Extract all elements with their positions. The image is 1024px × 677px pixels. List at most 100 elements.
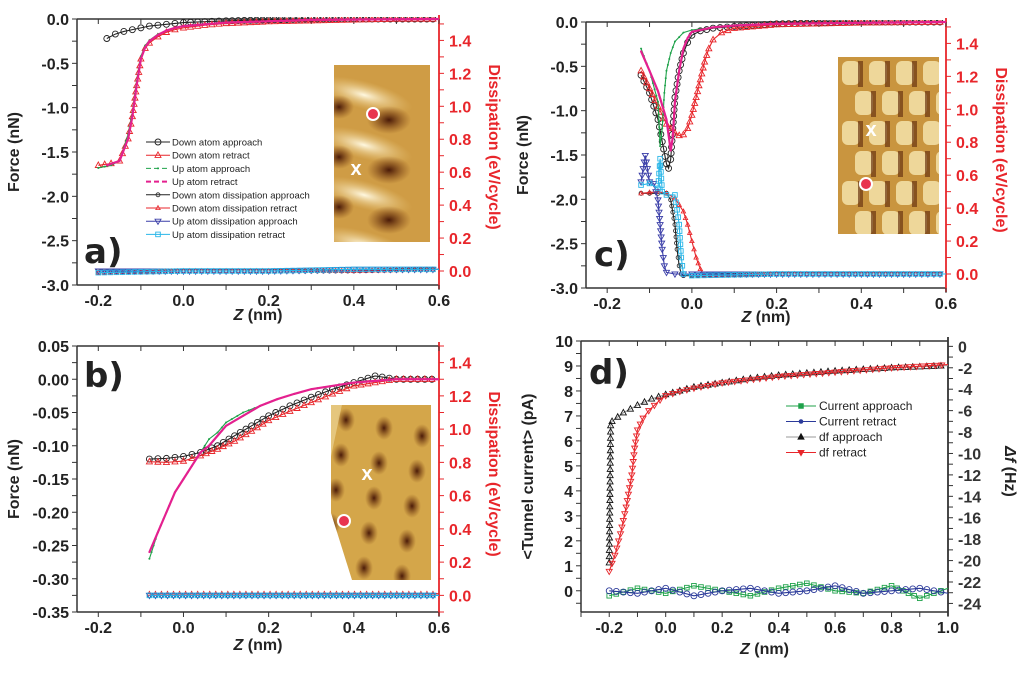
marker-dot (208, 438, 211, 441)
y2-tick-label: -14 (958, 489, 981, 506)
marker-dot (660, 136, 663, 139)
inset-shadow (939, 121, 944, 147)
marker-triangle-down (650, 402, 659, 410)
marker-dot (678, 69, 681, 72)
marker-dot (199, 451, 202, 454)
y2-tick-label: 1.4 (956, 36, 978, 53)
marker-triangle-down (768, 374, 777, 382)
marker-dot (195, 458, 198, 461)
marker-square (938, 588, 944, 594)
marker-triangle-down (612, 545, 621, 553)
marker-square (399, 266, 406, 273)
marker-dot (112, 162, 115, 165)
y-tick-label: -0.35 (33, 605, 70, 622)
marker-dot (346, 382, 349, 385)
marker-triangle-up (686, 117, 694, 125)
marker-dot (157, 180, 159, 183)
x-axis-label: Z (nm) (233, 307, 283, 324)
inset-atom-tile (923, 181, 939, 205)
inset-dark-spot (355, 556, 373, 580)
marker-dot (148, 40, 151, 43)
marker-circle (634, 589, 641, 597)
marker-circle (845, 586, 853, 593)
marker-square (315, 592, 322, 599)
marker-circle (753, 586, 761, 593)
y2-tick-label: 0.4 (449, 198, 471, 215)
marker-square (338, 266, 345, 273)
marker-triangle-up (145, 457, 154, 465)
marker-triangle-down (837, 369, 846, 376)
marker-triangle-up (797, 432, 805, 440)
marker-triangle-down (937, 362, 946, 370)
marker-square (206, 592, 213, 599)
marker-square (676, 221, 682, 228)
marker-square (95, 269, 102, 276)
marker-square (150, 268, 156, 275)
y2-axis-label: Δf (Hz) (1001, 445, 1018, 497)
y2-tick-label: -22 (958, 575, 981, 592)
marker-dot (866, 21, 869, 24)
marker-square (701, 272, 707, 279)
inset-atom-tile (842, 181, 860, 205)
y2-tick-label: -16 (958, 511, 981, 528)
y-tick-label: -1.0 (41, 101, 69, 118)
marker-triangle-up (691, 246, 697, 252)
marker-square (906, 271, 913, 277)
marker-triangle-up (606, 421, 615, 429)
marker-triangle-down (799, 371, 808, 379)
marker-triangle-up (646, 189, 653, 195)
inset-atom-tile (936, 151, 939, 175)
inset-atom-tile (896, 121, 914, 145)
marker-dot (896, 21, 899, 24)
y-tick-label: -2.0 (550, 192, 578, 209)
x-tick-label: 0.2 (765, 296, 787, 313)
marker-dot (316, 18, 319, 21)
marker-triangle-up (640, 72, 648, 80)
marker-square (659, 188, 665, 195)
y2-axis-label: Dissipation (eV/cycle) (485, 391, 502, 556)
marker-square (229, 268, 235, 274)
marker-triangle-up (655, 188, 661, 194)
marker-triangle-down (806, 371, 814, 379)
marker-square (192, 268, 199, 274)
marker-dot (264, 402, 267, 405)
marker-triangle-down (614, 538, 623, 546)
legend-label: Down atom approach (172, 138, 262, 149)
marker-dot (364, 18, 367, 21)
marker-triangle-up (247, 426, 256, 434)
marker-square (656, 163, 663, 169)
marker-circle (619, 588, 627, 596)
marker-square (870, 271, 877, 277)
marker-square (412, 592, 418, 599)
marker-dot (389, 378, 392, 381)
marker-triangle-down (912, 363, 921, 371)
legend-item: Down atom dissipation approach (146, 190, 310, 201)
y-tick-label: 6 (564, 434, 573, 451)
marker-triangle-down (797, 450, 805, 457)
marker-square (255, 592, 261, 599)
inset-atom-tile (909, 151, 927, 175)
marker-circle (385, 374, 393, 382)
marker-square (894, 271, 901, 277)
marker-triangle-down (639, 415, 647, 423)
marker-circle (775, 589, 783, 597)
inset-atom-tile (869, 121, 887, 145)
inset-shadow (925, 151, 930, 177)
inset-cross-marker: x (865, 119, 876, 141)
marker-dot (194, 24, 197, 27)
y-tick-label: 0 (564, 584, 573, 601)
marker-dot (168, 504, 171, 507)
marker-square (279, 592, 285, 599)
marker-triangle-up (335, 386, 344, 394)
y2-axis-label-var: Δf (1001, 445, 1018, 464)
marker-dot (664, 84, 667, 87)
y2-tick-label: 0.8 (449, 132, 471, 149)
x-axis-label-var: Z (233, 637, 245, 654)
marker-square (924, 593, 930, 599)
marker-dot (661, 104, 664, 107)
inset-bright-row (334, 76, 413, 114)
marker-triangle-down (643, 166, 652, 173)
marker-circle (253, 419, 261, 426)
marker-circle (690, 592, 698, 600)
inset-cross-marker: x (350, 158, 361, 180)
